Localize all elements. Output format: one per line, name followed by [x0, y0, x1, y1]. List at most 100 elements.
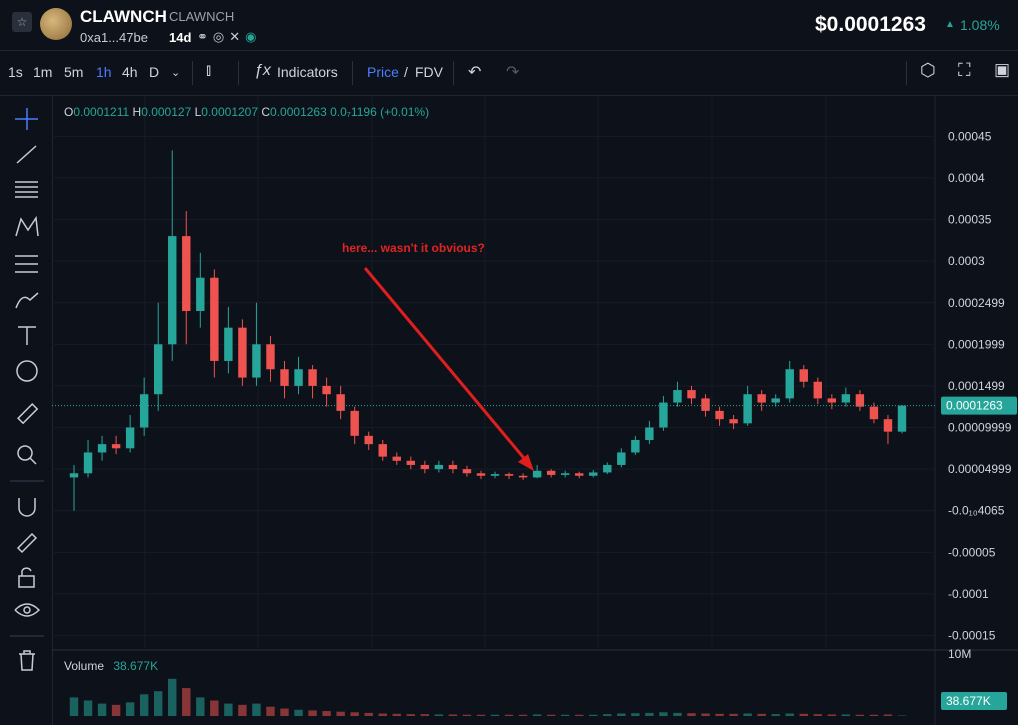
visibility-tool[interactable] [14, 603, 41, 617]
lock-drawing-tool[interactable] [16, 532, 38, 554]
y-tick-label: 0.0004 [948, 171, 985, 185]
volume-bar [897, 715, 907, 716]
volume-bar [420, 714, 430, 716]
interval-button[interactable]: D [149, 64, 160, 80]
volume-bar [532, 714, 542, 716]
volume-bar [617, 713, 626, 716]
volume-bar [659, 712, 668, 716]
favorite-button[interactable]: ☆ [12, 12, 32, 32]
undo-button[interactable]: ↶ [468, 64, 482, 81]
ohlc-value: 0.0001211 [73, 105, 130, 119]
volume-bar [308, 710, 317, 716]
interval-button[interactable]: 1s [8, 64, 23, 80]
candle-body [701, 398, 710, 411]
volume-bar [729, 713, 738, 716]
separator [352, 61, 353, 85]
candle-body [448, 464, 458, 470]
zoom-tool[interactable] [17, 445, 37, 465]
volume-bar [841, 714, 851, 716]
indicators-button[interactable]: Indicators [277, 64, 338, 80]
volume-bar [504, 714, 514, 716]
ohlc-value: 0.0001263 [270, 105, 327, 119]
candle-body [518, 475, 528, 478]
candle-body [546, 470, 556, 475]
ohlc-label: H [132, 105, 142, 119]
y-tick-label: -0.0₁₀4065 [948, 504, 1005, 518]
candle-body [125, 427, 135, 449]
candle-body [224, 327, 233, 361]
ruler-tool[interactable] [17, 403, 39, 425]
token-ticker: CLAWNCH [169, 9, 235, 24]
interval-button[interactable]: 4h [122, 64, 138, 80]
volume-bar [757, 713, 766, 716]
indicators-icon[interactable]: ƒx [254, 62, 271, 79]
volume-bar [869, 714, 879, 716]
fib-tool[interactable] [15, 181, 38, 198]
candle-body [294, 369, 303, 386]
interval-dropdown[interactable]: ⌄ [171, 67, 181, 79]
volume-last-label: 38.677K [946, 694, 991, 708]
annotation: here... wasn't it obvious? [342, 241, 485, 255]
last-price-label: 0.0001263 [946, 399, 1003, 413]
pattern-tool[interactable] [15, 215, 39, 237]
token-address[interactable]: 0xa1...47be [80, 30, 148, 45]
candle-body [631, 439, 640, 453]
token-age: 14d [169, 30, 192, 45]
last-price-box [941, 396, 1017, 415]
delete-tool[interactable] [19, 650, 35, 671]
magnet-tool[interactable] [18, 498, 36, 517]
redo-button[interactable]: ↷ [506, 64, 520, 81]
volume-bar [336, 711, 345, 716]
volume-bar [238, 704, 247, 716]
candle-body [182, 236, 191, 312]
trendline-tool[interactable] [16, 145, 37, 164]
interval-button[interactable]: 1m [33, 64, 53, 80]
volume-bar [448, 714, 458, 716]
candle-body [729, 419, 738, 424]
candle-body [575, 473, 584, 476]
crosshair-tool[interactable] [15, 108, 38, 130]
volume-bar [392, 713, 401, 716]
chart-type-button[interactable]: ⫾ [206, 62, 212, 79]
y-tick-label: 0.00035 [948, 212, 992, 226]
annotation-arrowhead [518, 454, 534, 471]
fullscreen-button[interactable]: ⛶ [958, 60, 971, 80]
candle-body [757, 394, 766, 403]
candle-body [168, 236, 177, 345]
candle-body [350, 410, 359, 436]
candle-body [659, 402, 668, 428]
volume-bar [153, 691, 163, 716]
drawing-toolbar [0, 96, 53, 725]
brush-tool[interactable] [15, 292, 39, 309]
candle-body [771, 398, 780, 403]
candle-body [476, 473, 486, 476]
screenshot-button[interactable]: ▣ [994, 60, 1011, 79]
candle-body [785, 369, 794, 399]
y-tick-label: 0.0002499 [948, 296, 1005, 310]
price-toggle[interactable]: Price [367, 64, 399, 80]
candle-body [238, 327, 247, 378]
volume-bar [364, 712, 373, 716]
projection-tool[interactable] [15, 255, 38, 273]
drawing-tools [10, 108, 44, 671]
interval-button[interactable]: 1h [96, 64, 112, 80]
candle-body [97, 444, 107, 453]
settings-button[interactable]: ⬡ [920, 60, 936, 80]
candle-body [560, 473, 570, 475]
fdv-toggle[interactable]: FDV [415, 64, 443, 80]
social-icons[interactable]: ⚭◎✕◉ [197, 29, 262, 44]
volume-bar [631, 713, 640, 716]
y-tick-label: 0.0003 [948, 254, 985, 268]
text-tool[interactable] [18, 326, 36, 345]
emoji-tool[interactable] [16, 360, 38, 382]
token-name: CLAWNCH [80, 7, 167, 26]
volume-bar [83, 700, 93, 716]
interval-button[interactable]: 5m [64, 64, 84, 80]
lock-tool[interactable] [18, 567, 35, 588]
y-tick-label: -0.00005 [948, 545, 996, 559]
candle-body [504, 474, 514, 476]
volume-bar [252, 703, 261, 716]
candle-body [139, 394, 149, 428]
volume-bar [589, 714, 598, 716]
